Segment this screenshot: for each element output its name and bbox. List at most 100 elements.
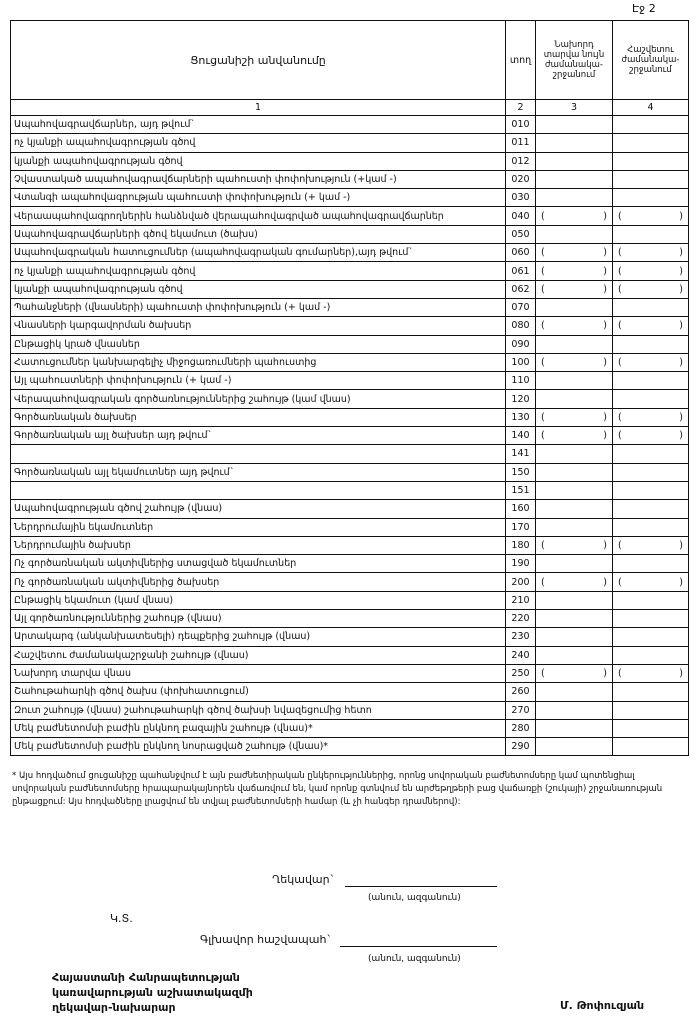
bracket-pair: () xyxy=(539,247,609,258)
value-cell xyxy=(612,718,689,739)
bracket: ( xyxy=(618,430,622,442)
row-code: 160 xyxy=(505,499,536,519)
table-row: Վերաապահովագրողներին հանձնված վերապահովա… xyxy=(10,206,689,226)
bracket-pair: () xyxy=(616,430,685,441)
value-cell xyxy=(535,682,613,702)
row-name: Ընթացիկ եկամուտ (կամ վնաս) xyxy=(10,590,506,611)
value-cell xyxy=(612,627,689,647)
bracket: ) xyxy=(679,430,683,442)
value-cell xyxy=(535,114,613,135)
row-name: Ապահովագրավճարներ, այդ թվում` xyxy=(10,114,506,135)
value-cell: () xyxy=(612,663,689,684)
bracket-pair: () xyxy=(616,412,685,423)
value-cell: () xyxy=(535,243,613,263)
table-row: Վնասների կարգավորման ծախսեր 080()() xyxy=(10,316,689,336)
value-cell: () xyxy=(535,261,613,281)
row-code: 190 xyxy=(505,554,536,574)
bracket-pair: () xyxy=(616,577,685,588)
row-name: Նախորդ տարվա վնաս xyxy=(10,663,506,684)
table-row: Այլ պահուստների փոփոխություն (+ կամ -) 11… xyxy=(10,371,689,391)
row-code: 170 xyxy=(505,517,536,537)
bracket-pair: () xyxy=(539,577,609,588)
footnote: * Այս հոդվածում ցուցանիշը պահանջվում է ա… xyxy=(12,771,663,807)
value-cell xyxy=(612,334,689,354)
row-code: 010 xyxy=(505,114,536,135)
signature-line xyxy=(340,946,497,947)
bracket: ) xyxy=(679,357,683,368)
row-name: ոչ կյանքի ապահովագրության գծով xyxy=(10,133,506,153)
value-cell xyxy=(612,389,689,409)
table-row: Ապահովագրավճարներ, այդ թվում` 010 xyxy=(10,114,689,135)
value-cell xyxy=(612,297,689,318)
value-cell xyxy=(535,718,613,739)
value-cell xyxy=(612,133,689,153)
bracket: ( xyxy=(618,283,622,295)
row-name: Արտակարգ (անկանխատեսելի) դեպքերից շահույ… xyxy=(10,627,506,647)
row-name: Հաշվետու ժամանակաշրջանի շահույթ (վնաս) xyxy=(10,645,506,665)
table-row: Ապահովագրության գծով շահույթ (վնաս) 160 xyxy=(10,499,689,519)
value-cell xyxy=(535,224,613,245)
bracket: ) xyxy=(679,283,683,295)
table-row: Ներդրումային ծախսեր 180()() xyxy=(10,535,689,556)
table-row: Ոչ գործառնական ակտիվներից ծախսեր 200()() xyxy=(10,572,689,592)
row-name: կյանքի ապահովագրության գծով xyxy=(10,151,506,171)
value-cell xyxy=(535,151,613,171)
value-cell: () xyxy=(612,426,689,446)
bracket: ( xyxy=(541,247,545,259)
row-code: 062 xyxy=(505,279,536,299)
bracket: ) xyxy=(679,210,683,222)
bracket: ( xyxy=(541,539,545,551)
signature-hint: (անուն, ազգանուն) xyxy=(368,893,461,903)
bracket: ) xyxy=(679,576,683,588)
value-cell xyxy=(535,590,613,611)
row-code: 220 xyxy=(505,609,536,629)
row-name: Գործառնական այլ եկամուտներ այդ թվում` xyxy=(10,462,506,482)
value-cell xyxy=(535,480,613,501)
bracket: ) xyxy=(603,320,607,332)
value-cell xyxy=(612,224,689,245)
bracket-pair: () xyxy=(539,668,609,679)
value-cell xyxy=(535,297,613,318)
row-code: 060 xyxy=(505,243,536,263)
organization: Հայաստանի Հանրապետության կառավարության աշ… xyxy=(52,970,253,1015)
row-name: Վնասների կարգավորման ծախսեր xyxy=(10,316,506,336)
row-code: 140 xyxy=(505,426,536,446)
header-cell: Նախորդ տարվա նույն ժամանակա-շրջանում xyxy=(535,20,613,100)
bracket: ( xyxy=(618,357,622,368)
value-cell xyxy=(612,444,689,464)
row-code: 260 xyxy=(505,682,536,702)
bracket: ) xyxy=(603,210,607,222)
bracket-pair: () xyxy=(616,540,685,551)
value-cell: () xyxy=(612,352,689,373)
bracket-pair: () xyxy=(539,430,609,441)
organization-line: ղեկավար-նախարար xyxy=(52,1001,176,1014)
value-cell xyxy=(535,517,613,537)
row-code: 012 xyxy=(505,151,536,171)
row-name: Պահանջների (վնասների) պահուստի փոփոխությ… xyxy=(10,297,506,318)
table-row: 151 xyxy=(10,480,689,501)
bracket-pair: () xyxy=(539,412,609,423)
row-name: Վերաապահովագրողներին հանձնված վերապահովա… xyxy=(10,206,506,226)
bracket: ) xyxy=(679,265,683,277)
value-cell xyxy=(535,169,613,190)
row-name: Այլ գործառնություններից շահույթ (վնաս) xyxy=(10,609,506,629)
value-cell xyxy=(535,645,613,665)
bracket: ( xyxy=(541,430,545,442)
value-cell xyxy=(612,462,689,482)
bracket: ) xyxy=(603,576,607,588)
row-code: 120 xyxy=(505,389,536,409)
table-row: Շահութահարկի գծով ծախս (փոխհատուցում) 260 xyxy=(10,682,689,702)
row-name: Զուտ շահույթ (վնաս) շահութահարկի գծով ծա… xyxy=(10,700,506,720)
value-cell xyxy=(612,682,689,702)
value-cell: () xyxy=(535,535,613,556)
bracket-pair: () xyxy=(539,540,609,551)
value-cell xyxy=(535,334,613,354)
bracket: ( xyxy=(618,576,622,588)
bracket-pair: () xyxy=(616,247,685,258)
row-code: 150 xyxy=(505,462,536,482)
value-cell xyxy=(535,188,613,208)
bracket: ( xyxy=(541,668,545,680)
table-row: Վտանգի ապահովագրության պահուստի փոփոխութ… xyxy=(10,188,689,208)
bracket: ) xyxy=(679,668,683,680)
value-cell xyxy=(612,371,689,391)
